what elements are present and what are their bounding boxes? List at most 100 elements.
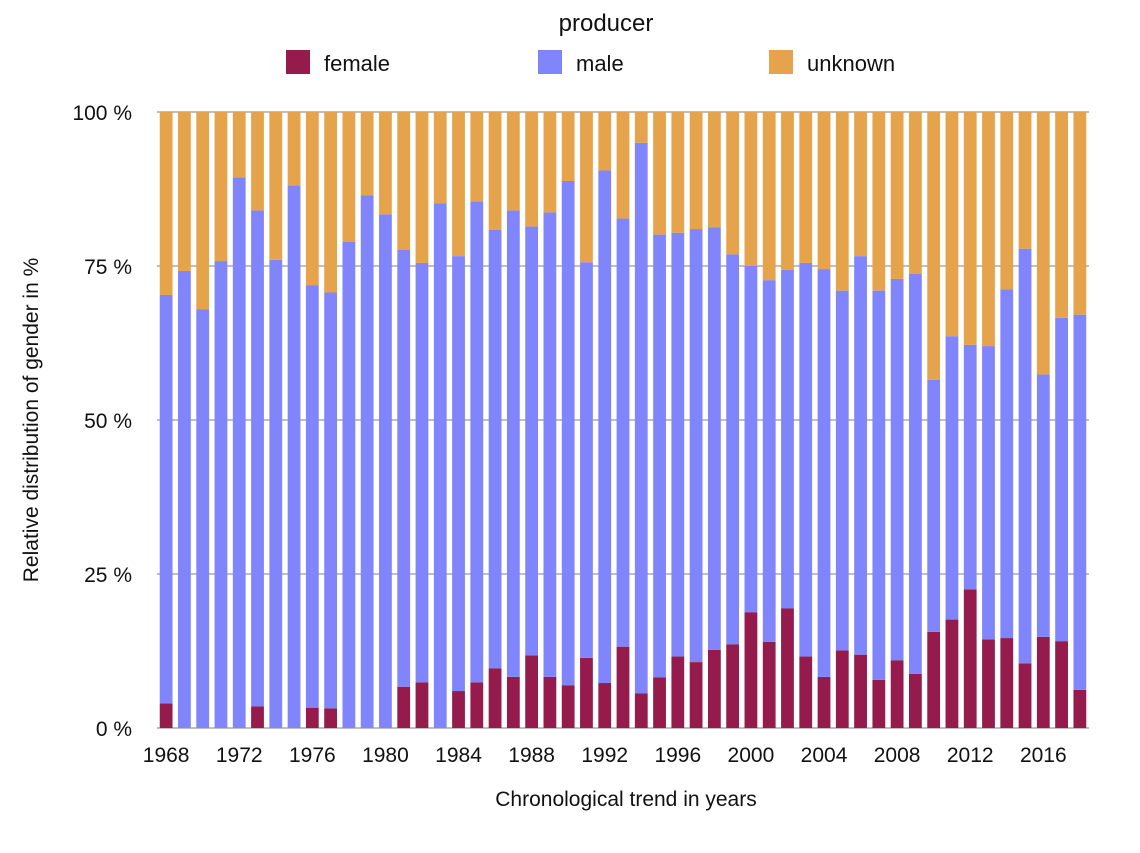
bar-unknown-1986 <box>488 112 502 230</box>
bar-unknown-2013 <box>982 112 995 347</box>
bar-female-1987 <box>506 676 520 728</box>
bar-unknown-2009 <box>908 112 922 275</box>
bar-male-1999 <box>726 254 740 645</box>
bar-female-2013 <box>982 639 995 728</box>
bar-unknown-2008 <box>890 112 904 279</box>
legend-swatch-male <box>538 50 562 74</box>
bar-female-1993 <box>616 646 630 728</box>
bar-female-1994 <box>634 693 648 728</box>
bar-unknown-1976 <box>305 112 319 286</box>
x-tick-label: 2004 <box>801 744 848 767</box>
bar-female-2002 <box>781 608 794 728</box>
bar-female-1977 <box>324 708 338 728</box>
legend-swatch-unknown <box>769 50 793 74</box>
bar-male-1976 <box>305 285 319 708</box>
bar-female-2004 <box>817 676 831 728</box>
bar-female-2005 <box>835 650 849 728</box>
y-axis-ticks: 0 % 25 % 50 % 75 % 100 % <box>72 102 132 741</box>
bar-female-1992 <box>598 683 612 728</box>
bar-unknown-2011 <box>945 112 959 337</box>
bar-unknown-2014 <box>1000 112 1014 290</box>
x-tick-label: 1988 <box>508 744 555 767</box>
bar-unknown-2006 <box>854 112 867 257</box>
bar-male-1978 <box>342 241 356 728</box>
bar-male-1968 <box>159 294 173 704</box>
bar-male-1977 <box>324 292 338 709</box>
legend-title: producer <box>559 10 654 37</box>
bar-male-2016 <box>1036 374 1050 637</box>
bar-male-2006 <box>854 256 867 655</box>
bar-unknown-2007 <box>872 112 886 291</box>
bar-female-2010 <box>927 631 941 728</box>
bar-male-1995 <box>653 234 666 678</box>
bar-female-2000 <box>744 612 758 728</box>
bar-male-2012 <box>963 344 977 590</box>
bar-male-1992 <box>598 170 612 684</box>
x-tick-label: 2000 <box>728 744 775 767</box>
bar-male-1997 <box>689 229 703 663</box>
bar-unknown-1968 <box>159 112 173 295</box>
x-axis-label: Chronological trend in years <box>495 788 756 811</box>
bar-male-2009 <box>908 274 922 674</box>
y-tick-label: 50 % <box>84 410 132 433</box>
bar-female-1996 <box>671 656 685 728</box>
y-tick-label: 75 % <box>84 256 132 279</box>
bar-male-1991 <box>580 262 593 658</box>
x-tick-label: 1992 <box>581 744 628 767</box>
bar-female-1988 <box>525 655 539 728</box>
bar-female-1976 <box>305 707 319 728</box>
bar-male-1980 <box>379 214 392 729</box>
bar-male-1990 <box>561 180 575 686</box>
bar-unknown-1984 <box>452 112 465 257</box>
bar-female-1968 <box>159 703 173 728</box>
bar-unknown-1979 <box>360 112 374 196</box>
bar-unknown-1996 <box>671 112 685 233</box>
bar-female-2007 <box>872 679 886 728</box>
bar-unknown-2001 <box>762 112 776 281</box>
bar-male-2010 <box>927 379 941 632</box>
bar-unknown-1989 <box>543 112 557 213</box>
bar-unknown-1992 <box>598 112 612 171</box>
bar-unknown-1993 <box>616 112 630 219</box>
bar-female-1986 <box>488 668 502 728</box>
bar-female-2016 <box>1036 636 1050 728</box>
bar-unknown-1985 <box>470 112 484 202</box>
bar-male-1989 <box>543 212 557 677</box>
x-tick-label: 1972 <box>216 744 263 767</box>
bar-unknown-1994 <box>634 112 648 143</box>
bar-male-2003 <box>799 262 813 657</box>
bar-female-1999 <box>726 644 740 728</box>
legend-label-female: female <box>324 51 390 76</box>
bar-female-2017 <box>1055 641 1068 728</box>
bar-female-1990 <box>561 685 575 728</box>
x-tick-label: 2012 <box>947 744 994 767</box>
bar-male-2008 <box>890 278 904 661</box>
bars <box>159 112 1087 729</box>
bar-male-2017 <box>1055 317 1068 642</box>
bar-male-2002 <box>781 269 794 609</box>
bar-female-1984 <box>452 691 465 728</box>
bar-female-1995 <box>653 677 666 728</box>
bar-female-1997 <box>689 662 703 728</box>
x-tick-label: 2016 <box>1020 744 1067 767</box>
bar-male-1969 <box>178 270 191 728</box>
bar-female-2014 <box>1000 638 1014 728</box>
bar-male-1987 <box>506 210 520 677</box>
bar-female-1985 <box>470 682 484 728</box>
bar-female-1981 <box>397 686 411 728</box>
bar-female-2018 <box>1073 689 1087 728</box>
x-tick-label: 1980 <box>362 744 409 767</box>
bar-male-1975 <box>287 185 301 728</box>
bar-unknown-1995 <box>653 112 666 235</box>
bar-male-2001 <box>762 280 776 642</box>
bar-male-2011 <box>945 336 959 620</box>
bar-male-1974 <box>269 259 283 728</box>
bar-unknown-1973 <box>251 112 264 211</box>
bar-male-2013 <box>982 346 995 640</box>
bar-male-1971 <box>214 261 228 728</box>
bar-unknown-1987 <box>506 112 520 211</box>
bar-male-1979 <box>360 195 374 728</box>
bar-unknown-1997 <box>689 112 703 230</box>
y-axis-label: Relative distribution of gender in % <box>20 258 43 583</box>
